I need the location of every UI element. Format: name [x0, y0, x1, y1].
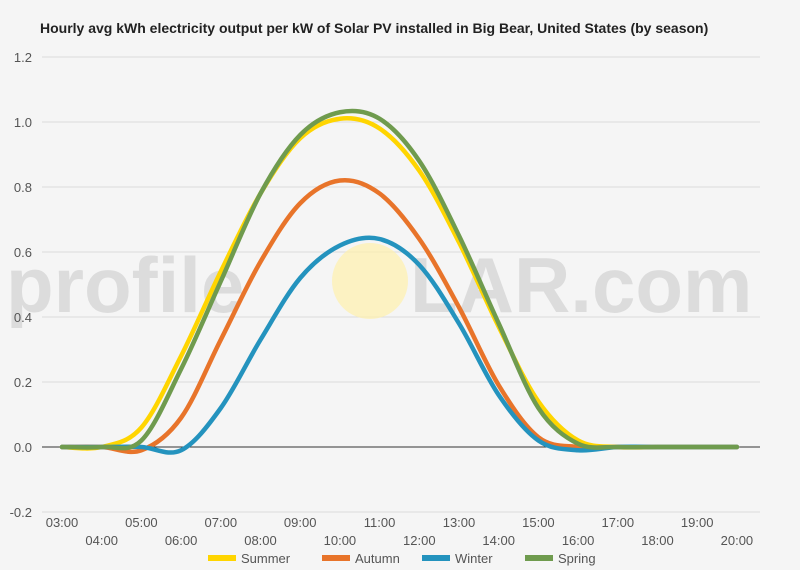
y-tick-label: 0.0: [14, 440, 32, 455]
x-tick-label: 16:00: [562, 533, 595, 548]
grid: [42, 56, 760, 513]
watermark-sun-icon: [332, 243, 408, 319]
legend-item-autumn[interactable]: Autumn: [322, 551, 400, 566]
y-tick-label: -0.2: [10, 505, 32, 520]
legend-label: Summer: [241, 551, 291, 566]
series-lines: [59, 108, 740, 455]
legend-swatch: [525, 555, 553, 561]
y-tick-label: 1.2: [14, 50, 32, 65]
x-tick-label: 13:00: [443, 515, 476, 530]
legend-swatch: [322, 555, 350, 561]
y-tick-label: 1.0: [14, 115, 32, 130]
y-tick-label: 0.2: [14, 375, 32, 390]
x-tick-label: 10:00: [324, 533, 357, 548]
x-axis-ticks: 03:00 04:00 05:00 06:00 07:00 08:00 09:00 10:00…: [46, 515, 753, 548]
legend-swatch: [422, 555, 450, 561]
legend-label: Autumn: [355, 551, 400, 566]
series-line-spring: [59, 108, 740, 451]
legend-label: Winter: [455, 551, 493, 566]
legend-item-summer[interactable]: Summer: [208, 551, 291, 566]
x-tick-label: 20:00: [721, 533, 754, 548]
chart-title: Hourly avg kWh electricity output per kW…: [40, 20, 708, 36]
legend[interactable]: Summer Autumn Winter Spring: [208, 551, 596, 566]
x-tick-label: 04:00: [85, 533, 118, 548]
y-tick-label: 0.6: [14, 245, 32, 260]
x-tick-label: 07:00: [205, 515, 238, 530]
x-tick-label: 03:00: [46, 515, 79, 530]
watermark-text-left: profile: [6, 241, 244, 329]
legend-swatch: [208, 555, 236, 561]
x-tick-label: 12:00: [403, 533, 436, 548]
x-tick-label: 05:00: [125, 515, 158, 530]
x-tick-label: 17:00: [602, 515, 635, 530]
legend-item-spring[interactable]: Spring: [525, 551, 596, 566]
x-tick-label: 11:00: [364, 515, 396, 530]
y-tick-label: 0.8: [14, 180, 32, 195]
watermark: profile LAR.com: [6, 241, 752, 329]
x-tick-label: 15:00: [522, 515, 555, 530]
legend-label: Spring: [558, 551, 596, 566]
x-tick-label: 18:00: [641, 533, 674, 548]
x-tick-label: 14:00: [482, 533, 515, 548]
legend-item-winter[interactable]: Winter: [422, 551, 493, 566]
y-axis-ticks: -0.2 0.0 0.2 0.4 0.6 0.8 1.0 1.2: [10, 50, 32, 520]
x-tick-label: 19:00: [681, 515, 714, 530]
x-tick-label: 06:00: [165, 533, 198, 548]
x-tick-label: 09:00: [284, 515, 317, 530]
y-tick-label: 0.4: [14, 310, 32, 325]
x-tick-label: 08:00: [244, 533, 277, 548]
